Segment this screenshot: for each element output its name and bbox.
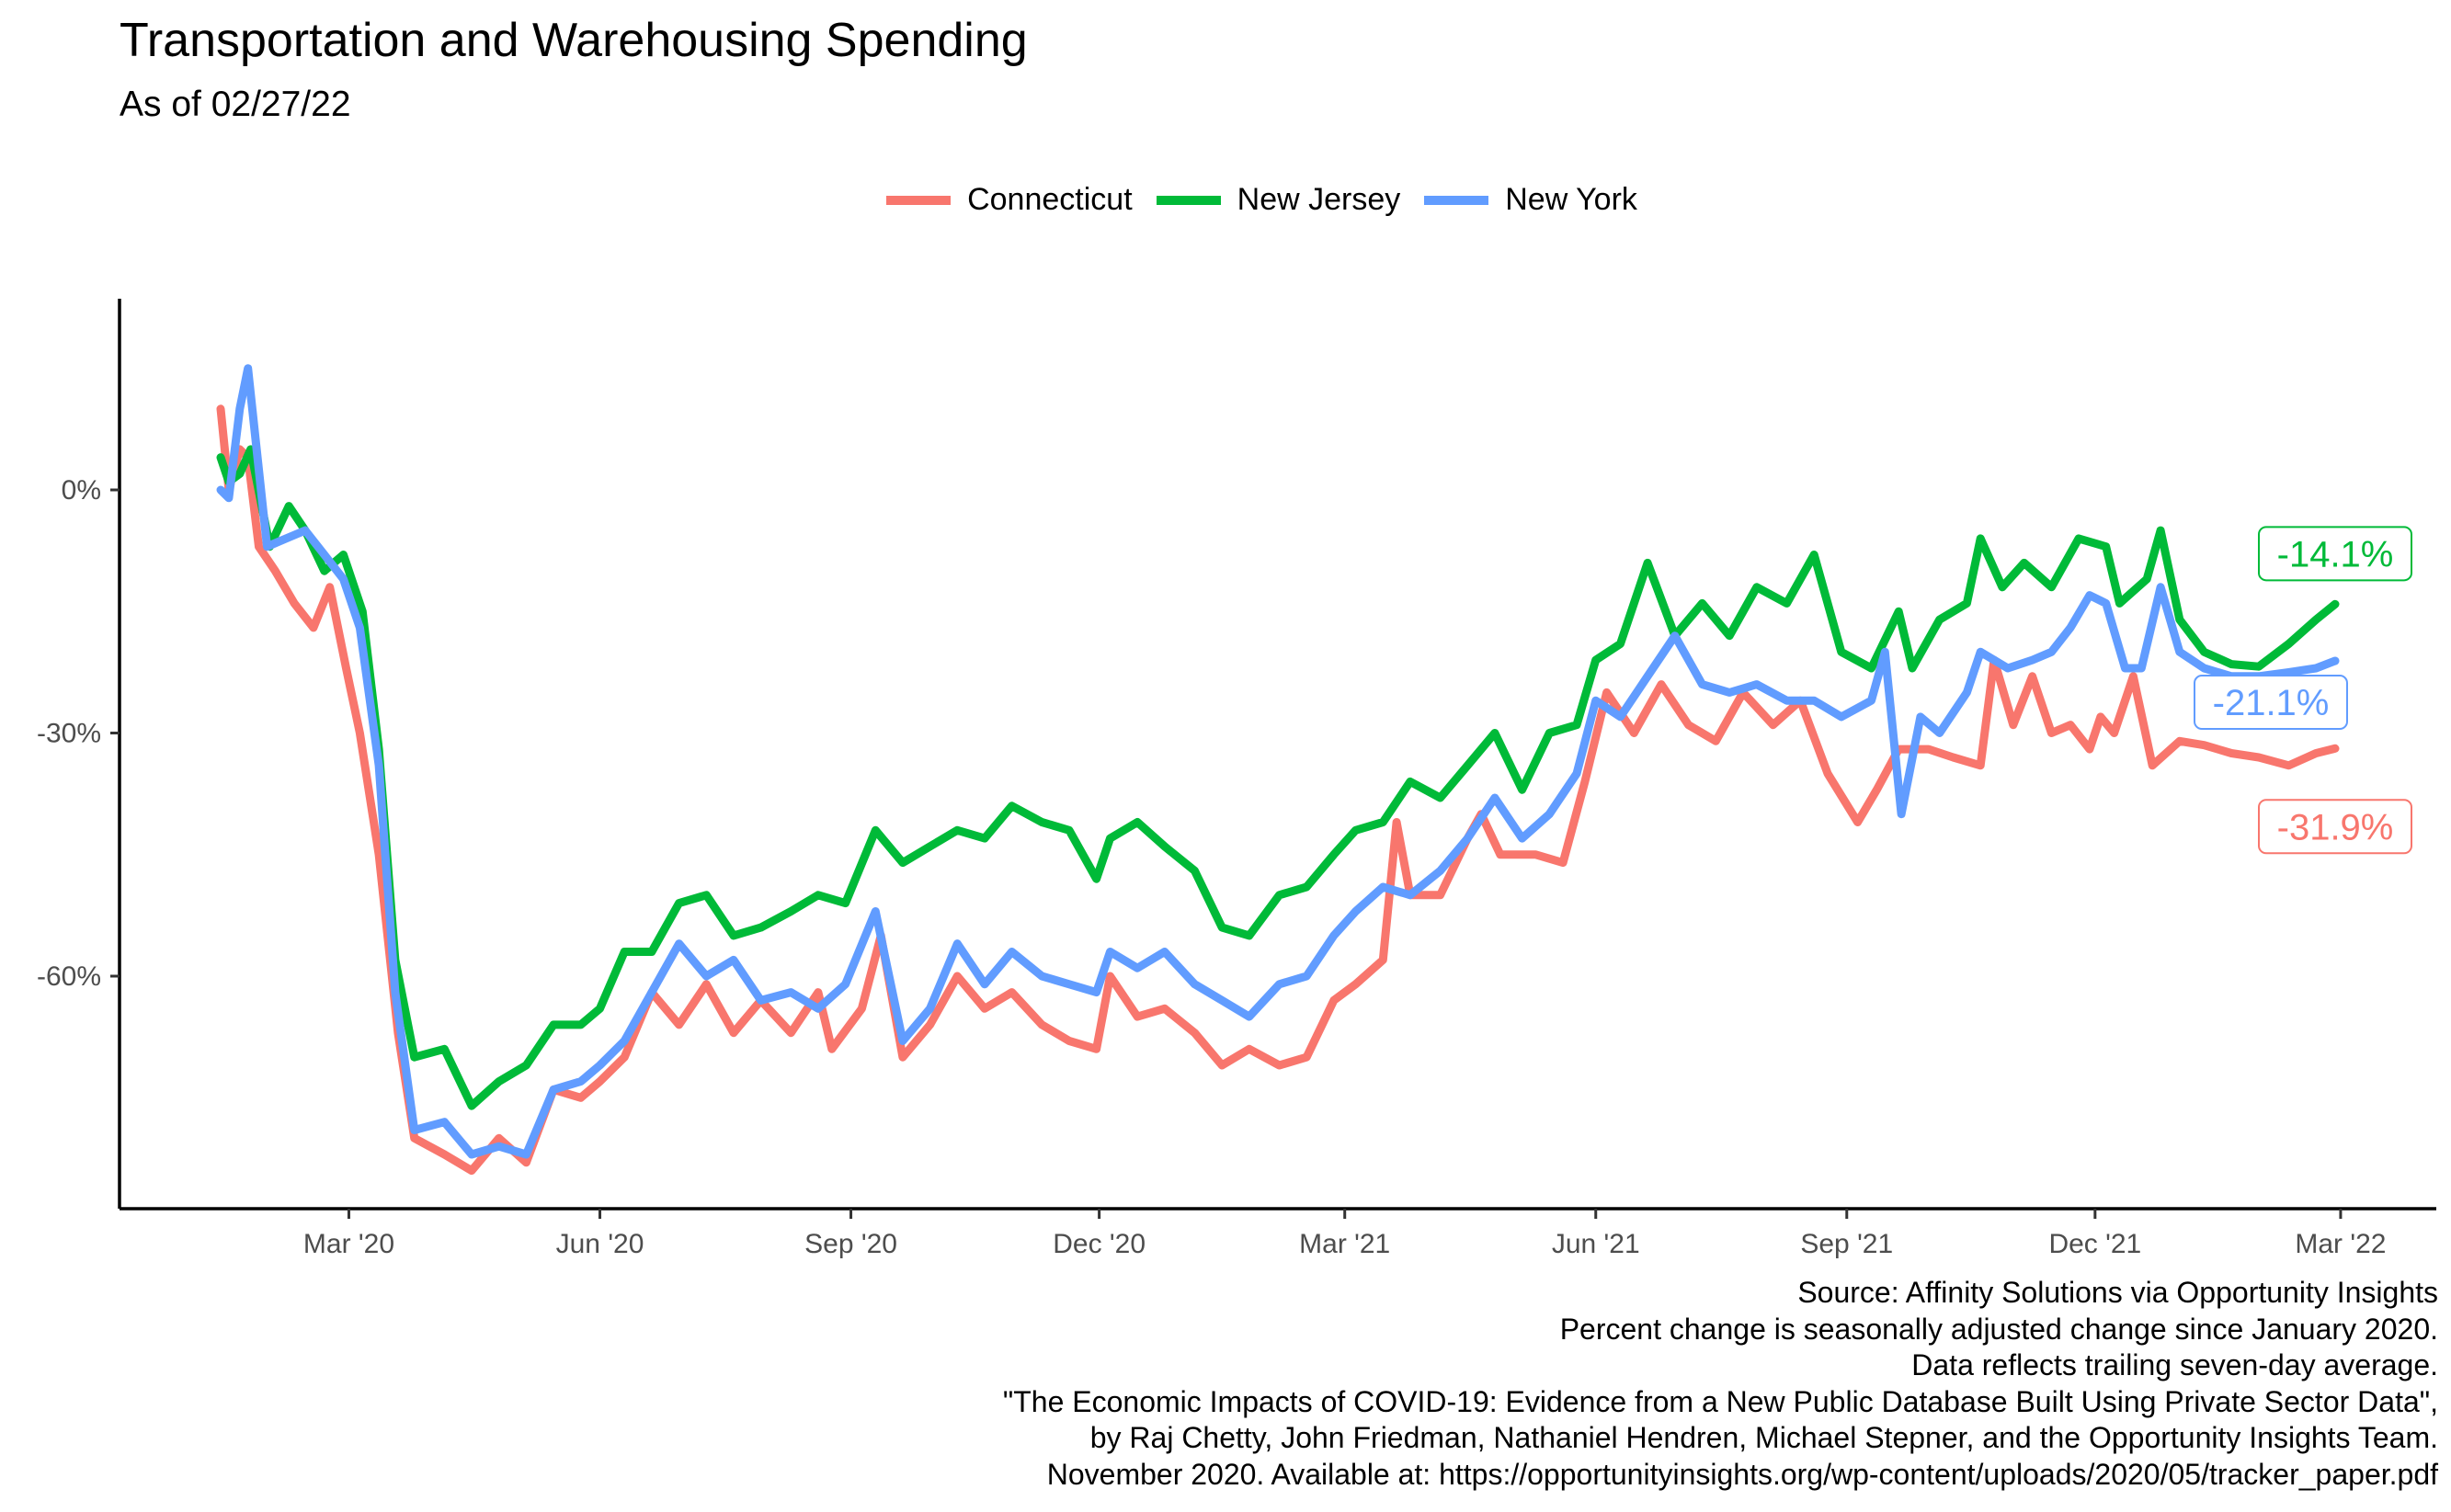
series-lines xyxy=(216,364,2340,1176)
caption-line: Data reflects trailing seven-day average… xyxy=(1911,1348,2438,1381)
legend-item-new-jersey: New Jersey xyxy=(1156,182,1401,218)
legend-label-connecticut: Connecticut xyxy=(967,182,1133,217)
x-tick-label: Mar '21 xyxy=(1299,1229,1390,1259)
x-tick-label: Jun '20 xyxy=(556,1229,644,1259)
legend-item-new-york: New York xyxy=(1424,182,1637,218)
x-tick-label: Jun '21 xyxy=(1552,1229,1640,1259)
end-label-new-jersey: -14.1% xyxy=(2258,526,2412,582)
x-tick-label: Sep '21 xyxy=(1800,1229,1893,1259)
legend-label-new-jersey: New Jersey xyxy=(1237,182,1401,217)
caption-line: Source: Affinity Solutions via Opportuni… xyxy=(1797,1276,2438,1309)
series-line-new-jersey xyxy=(216,445,2340,1110)
y-tick-label: -60% xyxy=(37,961,101,992)
caption-line: Percent change is seasonally adjusted ch… xyxy=(1559,1312,2438,1346)
x-tick-label: Sep '20 xyxy=(804,1229,897,1259)
end-label-text: -31.9% xyxy=(2277,807,2394,847)
chart-title: Transportation and Warehousing Spending xyxy=(120,14,1028,67)
legend-swatch-new-york xyxy=(1424,195,1489,205)
y-tick-label: -30% xyxy=(37,719,101,749)
x-tick-label: Dec '21 xyxy=(2048,1229,2141,1259)
series-line-new-york xyxy=(216,364,2340,1159)
x-tick-label: Mar '22 xyxy=(2295,1229,2386,1259)
series-line-connecticut xyxy=(216,404,2340,1176)
x-tick-label: Dec '20 xyxy=(1053,1229,1146,1259)
end-label-box xyxy=(2258,526,2412,582)
x-tick-label: Mar '20 xyxy=(303,1229,394,1259)
source-caption: Source: Affinity Solutions via Opportuni… xyxy=(1003,1275,2438,1493)
end-label-box xyxy=(2258,799,2412,855)
chart-subtitle: As of 02/27/22 xyxy=(120,85,351,124)
end-labels: -31.9% -14.1% -21.1% xyxy=(2194,526,2412,855)
legend-swatch-new-jersey xyxy=(1156,195,1221,205)
legend-label-new-york: New York xyxy=(1505,182,1637,217)
end-label-connecticut: -31.9% xyxy=(2258,799,2412,855)
caption-line: "The Economic Impacts of COVID-19: Evide… xyxy=(1002,1384,2438,1418)
end-label-box xyxy=(2194,675,2348,731)
caption-line: by Raj Chetty, John Friedman, Nathaniel … xyxy=(1089,1421,2438,1454)
end-label-new-york: -21.1% xyxy=(2194,675,2348,731)
caption-line: November 2020. Available at: https://opp… xyxy=(1046,1457,2438,1491)
legend-swatch-connecticut xyxy=(886,195,952,205)
end-label-text: -21.1% xyxy=(2213,683,2330,723)
legend-item-connecticut: Connecticut xyxy=(886,182,1133,218)
y-tick-label: 0% xyxy=(62,475,101,506)
axes: 0% -30% -60% Mar '20 Jun '20 Sep '20 Dec '20 Ma… xyxy=(37,299,2436,1259)
end-label-text: -14.1% xyxy=(2277,534,2394,574)
legend: Connecticut New Jersey New York xyxy=(0,182,2451,218)
